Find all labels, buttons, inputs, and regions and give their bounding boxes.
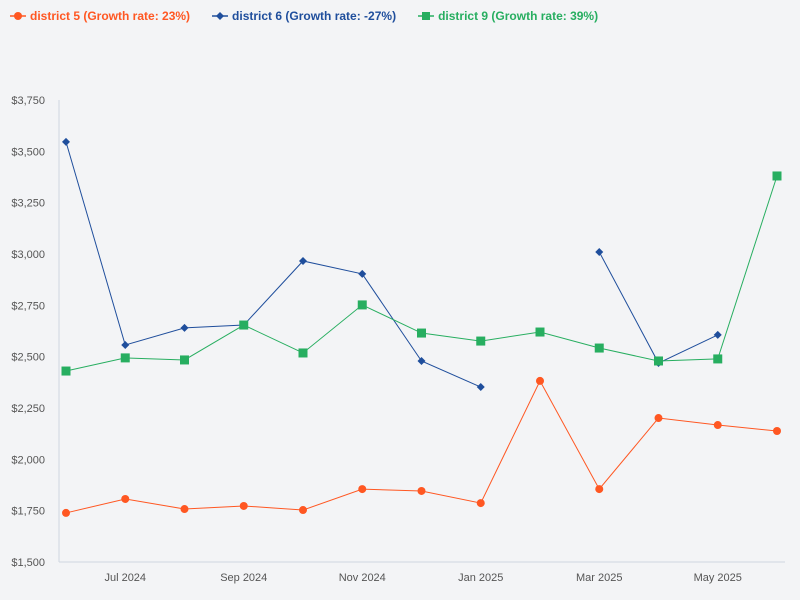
data-point-1 — [476, 499, 485, 508]
data-point-1 — [299, 506, 307, 515]
y-tick-label: $3,250 — [11, 198, 45, 210]
y-tick-label: $1,750 — [11, 506, 45, 518]
data-point-3 — [713, 354, 723, 364]
y-tick-label: $3,500 — [11, 146, 45, 158]
y-tick-label: $3,000 — [11, 249, 45, 261]
data-point-1 — [595, 485, 604, 494]
legend-label: district 5 (Growth rate: 23%) — [30, 9, 191, 23]
diamond-marker-icon — [212, 12, 229, 20]
data-point-1 — [536, 376, 544, 385]
data-point-1 — [180, 505, 189, 514]
legend-item-3[interactable]: district 9 (Growth rate: 39%) — [418, 9, 598, 23]
x-tick-label: Nov 2024 — [339, 572, 386, 584]
data-point-2 — [595, 247, 604, 256]
data-point-1 — [713, 421, 722, 430]
circle-marker-icon — [10, 12, 26, 20]
x-tick-label: Jan 2025 — [458, 572, 503, 584]
series-line-2 — [598, 251, 718, 364]
data-point-3 — [180, 355, 189, 365]
x-tick-label: Sep 2024 — [220, 572, 267, 584]
legend: district 5 (Growth rate: 23%) district 6 … — [10, 9, 598, 23]
data-point-1 — [417, 486, 426, 495]
y-tick-label: $2,500 — [11, 352, 45, 364]
data-point-1 — [773, 426, 781, 435]
data-point-3 — [120, 353, 130, 363]
data-point-3 — [239, 320, 249, 330]
data-point-3 — [61, 366, 71, 376]
data-point-3 — [535, 327, 545, 337]
data-point-3 — [417, 328, 426, 338]
y-tick-label: $3,750 — [11, 95, 45, 107]
data-point-2 — [417, 356, 426, 365]
series-line-3 — [65, 175, 778, 372]
legend-item-2[interactable]: district 6 (Growth rate: -27%) — [212, 9, 396, 23]
data-point-3 — [298, 348, 308, 358]
data-point-3 — [594, 343, 604, 353]
data-point-3 — [357, 300, 367, 310]
legend-label: district 6 (Growth rate: -27%) — [232, 9, 397, 23]
data-point-3 — [476, 336, 486, 346]
y-tick-label: $1,500 — [11, 557, 45, 569]
data-point-1 — [358, 485, 367, 494]
data-point-2 — [358, 269, 367, 278]
x-tick-label: May 2025 — [694, 572, 742, 584]
data-point-2 — [180, 323, 189, 332]
series-line-2 — [65, 141, 481, 388]
y-tick-label: $2,750 — [11, 300, 45, 312]
y-tick-label: $2,250 — [11, 403, 45, 415]
data-point-2 — [713, 330, 722, 339]
y-tick-label: $2,000 — [11, 454, 45, 466]
data-point-2 — [299, 256, 307, 265]
data-point-3 — [654, 356, 663, 366]
square-marker-icon — [418, 12, 435, 20]
data-point-1 — [62, 508, 70, 517]
data-point-1 — [121, 494, 130, 503]
legend-item-1[interactable]: district 5 (Growth rate: 23%) — [10, 9, 190, 23]
legend-label: district 9 (Growth rate: 39%) — [438, 9, 599, 23]
data-point-3 — [772, 171, 782, 181]
x-tick-label: Jul 2024 — [104, 572, 146, 584]
data-point-2 — [62, 137, 70, 146]
x-tick-label: Mar 2025 — [576, 572, 622, 584]
data-point-1 — [654, 414, 663, 423]
data-point-1 — [239, 501, 248, 510]
data-point-2 — [121, 340, 130, 349]
data-point-2 — [476, 383, 485, 392]
